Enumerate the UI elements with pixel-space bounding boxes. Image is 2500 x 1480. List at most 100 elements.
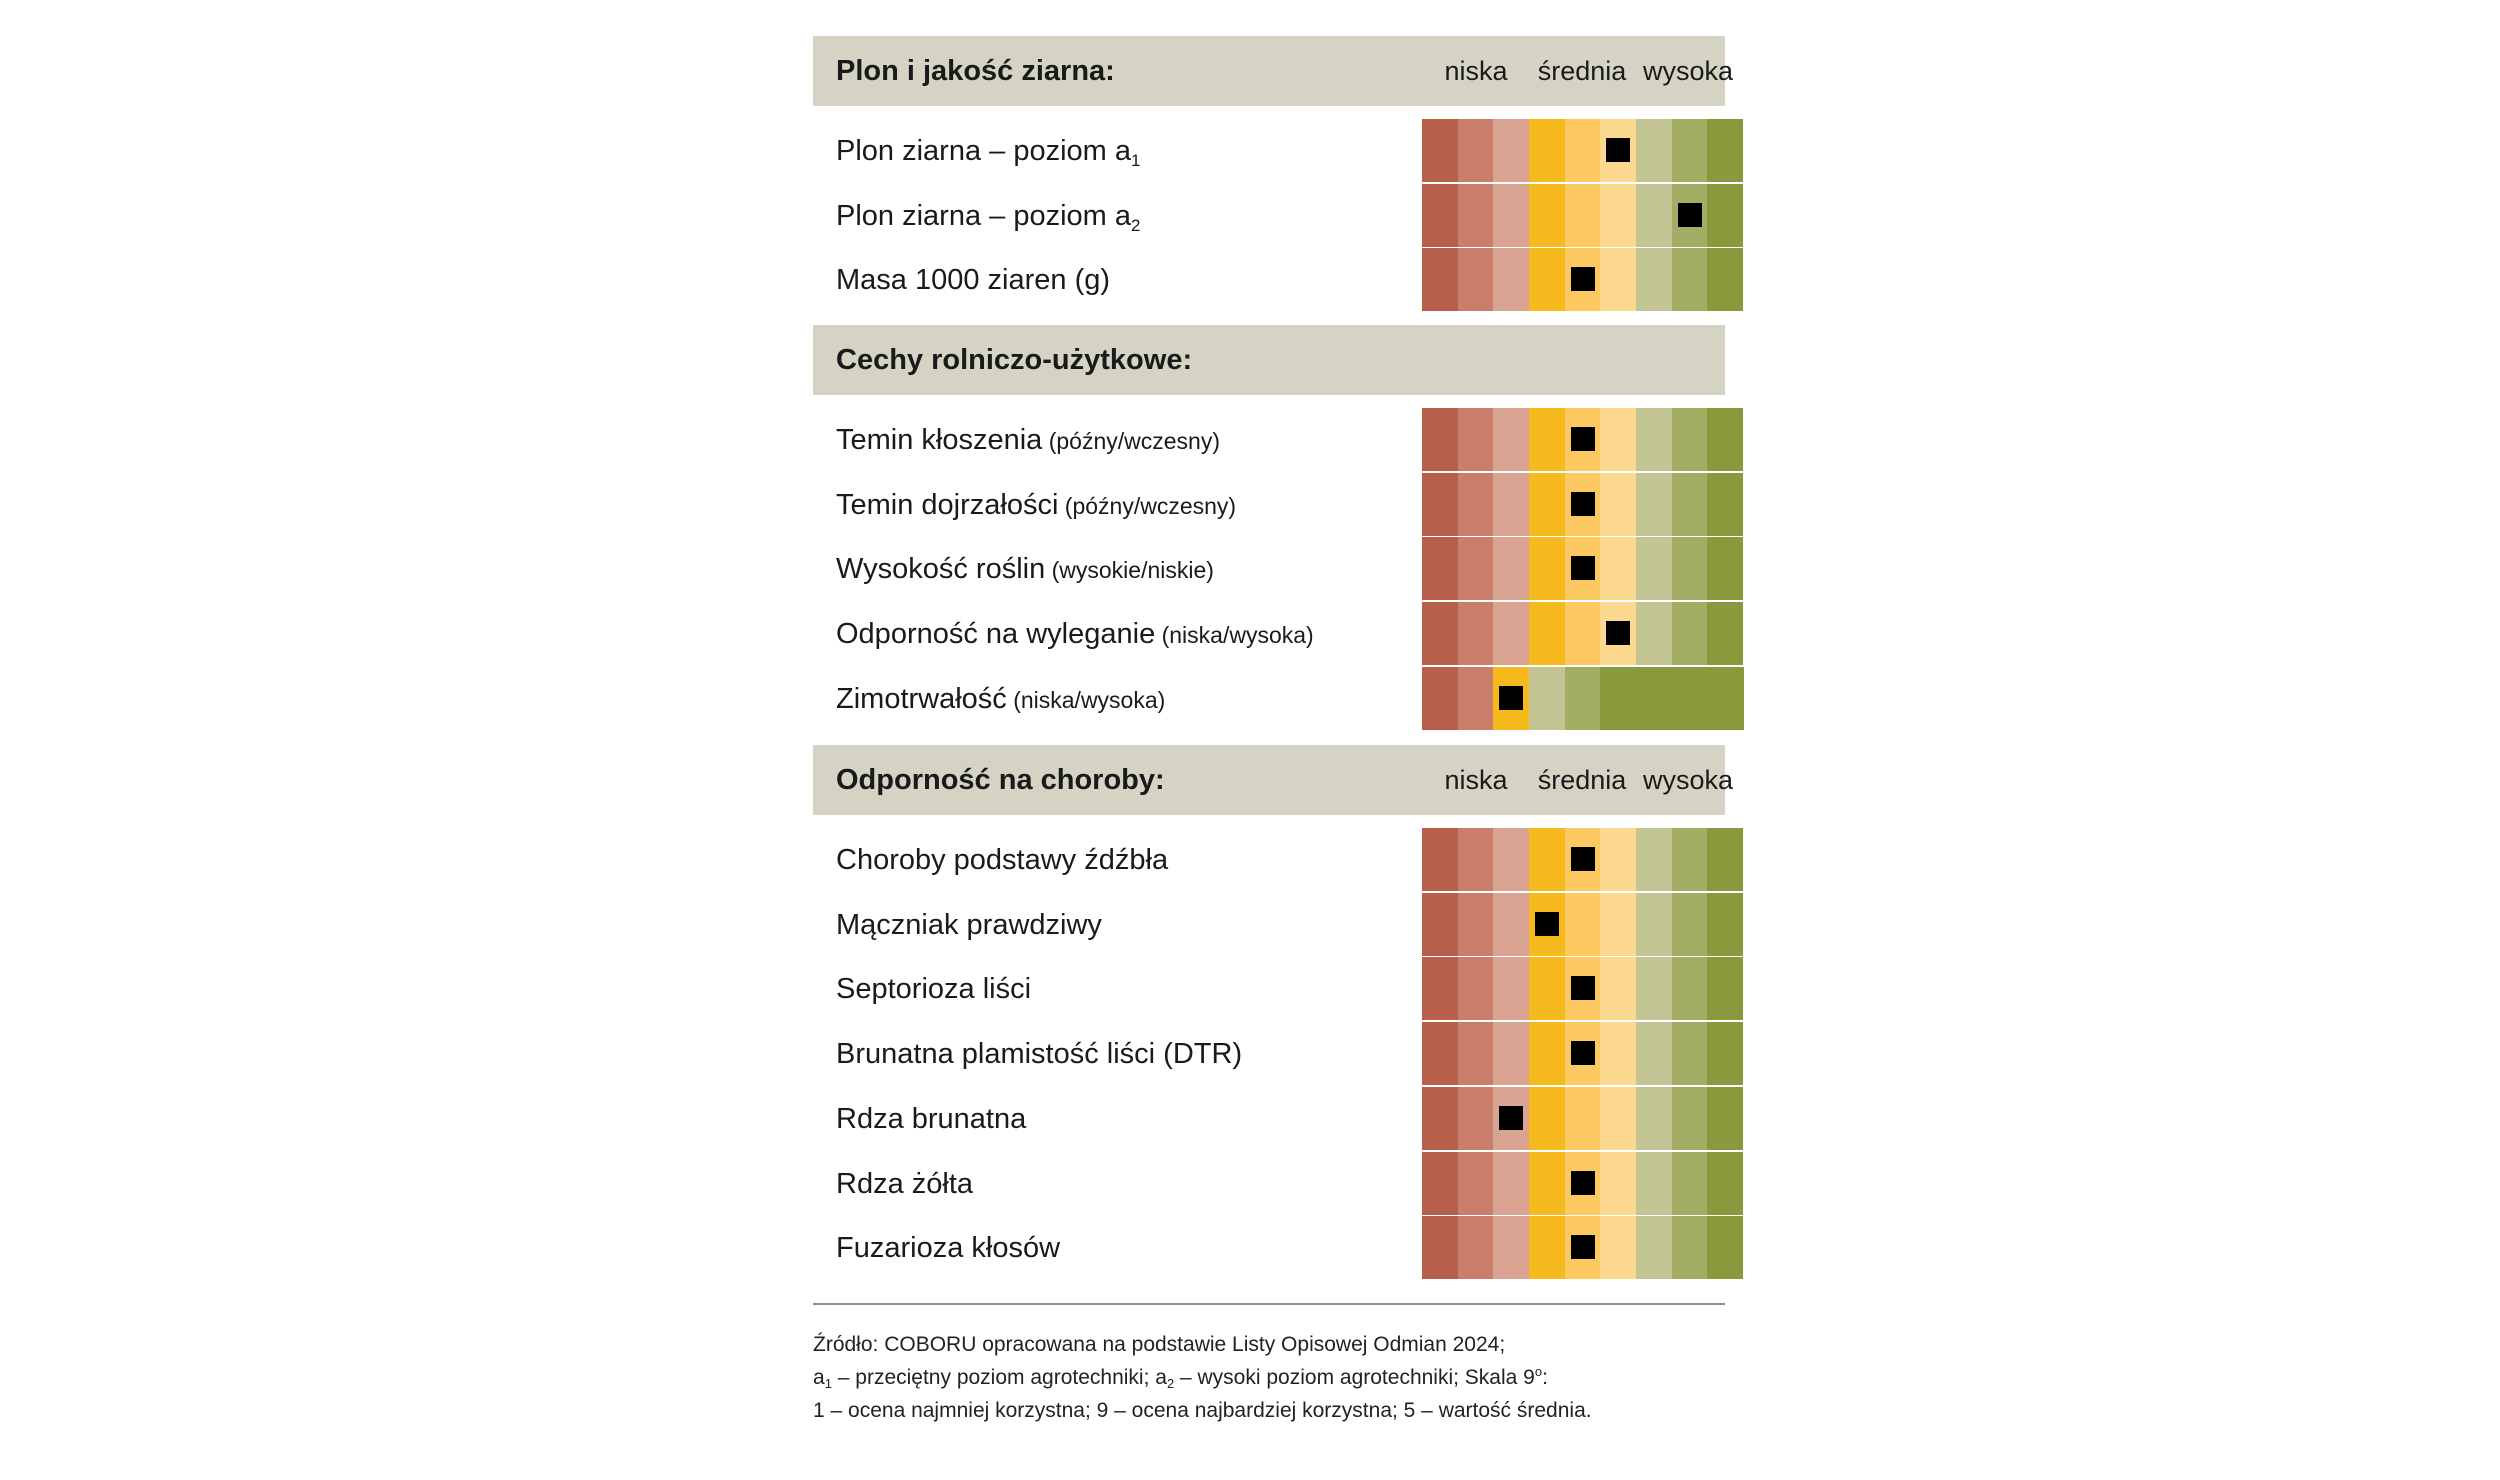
rating-cell (1707, 473, 1744, 536)
rating-cell (1422, 119, 1459, 182)
rating-marker (1571, 556, 1595, 580)
row-label: Plon ziarna – poziom a1 (836, 119, 1140, 183)
rating-cell (1707, 119, 1744, 182)
rating-cell (1493, 828, 1530, 891)
rating-marker (1571, 1041, 1595, 1065)
row-note: (wysokie/niskie) (1045, 557, 1214, 583)
rating-cell (1457, 184, 1494, 247)
scale-label-high: wysoka (1642, 56, 1734, 86)
row-note: (niska/wysoka) (1155, 622, 1314, 648)
rating-cell (1457, 1152, 1494, 1215)
row-subscript: 1 (1131, 151, 1141, 170)
rating-cell (1671, 248, 1708, 311)
footer-line-2: a1 – przeciętny poziom agrotechniki; a2 … (813, 1364, 1548, 1391)
scale-label-high: wysoka (1642, 765, 1734, 795)
rating-marker (1571, 267, 1595, 291)
row-name: Plon ziarna – poziom a (836, 135, 1131, 167)
rating-cell (1600, 184, 1637, 247)
rating-cell (1493, 893, 1530, 956)
scale-label-low: niska (1444, 56, 1508, 86)
rating-cell (1457, 828, 1494, 891)
rating-marker (1571, 976, 1595, 1000)
rating-cell (1422, 1022, 1459, 1085)
rating-cell (1600, 828, 1637, 891)
rating-cell (1636, 184, 1673, 247)
footer-divider (813, 1303, 1725, 1305)
rating-cell (1529, 184, 1566, 247)
rating-cell (1493, 1152, 1530, 1215)
row-name: Choroby podstawy źdźbła (836, 844, 1169, 876)
rating-cell (1707, 893, 1744, 956)
rating-cell (1422, 1216, 1459, 1279)
rating-cell (1671, 1087, 1708, 1150)
rating-cell (1529, 957, 1566, 1020)
row-name: Wysokość roślin (836, 553, 1046, 585)
rating-cell (1493, 1216, 1530, 1279)
rating-cell (1707, 602, 1744, 665)
footer-line-3: 1 – ocena najmniej korzystna; 9 – ocena … (813, 1399, 1592, 1422)
section-header (813, 325, 1725, 395)
rating-cell (1707, 1087, 1744, 1150)
rating-marker (1499, 686, 1523, 710)
rating-cell (1422, 1152, 1459, 1215)
scale-label-mid: średnia (1537, 765, 1627, 795)
row-name: Septorioza liści (836, 973, 1032, 1005)
rating-cell (1457, 248, 1494, 311)
rating-cell (1600, 1152, 1637, 1215)
rating-cell (1529, 602, 1566, 665)
rating-cell (1707, 408, 1744, 471)
rating-cell (1457, 1087, 1494, 1150)
rating-cell (1671, 537, 1708, 600)
rating-cell (1493, 473, 1530, 536)
row-label: Rdza żółta (836, 1152, 973, 1216)
footer-note: Źródło: COBORU opracowana na podstawie L… (813, 1331, 1592, 1424)
rating-cell (1493, 408, 1530, 471)
rating-cell (1493, 248, 1530, 311)
rating-cell (1529, 1216, 1566, 1279)
row-label: Brunatna plamistość liści (DTR) (836, 1022, 1242, 1086)
rating-cell (1422, 184, 1459, 247)
rating-cell (1422, 1087, 1459, 1150)
scale-label-low: niska (1444, 765, 1508, 795)
rating-cell (1636, 473, 1673, 536)
rating-cell (1529, 667, 1566, 730)
footer-line-1: Źródło: COBORU opracowana na podstawie L… (813, 1333, 1506, 1356)
rating-cell (1564, 893, 1601, 956)
section-title: Cechy rolniczo-użytkowe: (836, 344, 1193, 376)
row-label: Septorioza liści (836, 957, 1031, 1021)
rating-cell (1707, 828, 1744, 891)
rating-cell (1636, 828, 1673, 891)
section-title: Plon i jakość ziarna: (836, 55, 1115, 87)
rating-cell (1493, 537, 1530, 600)
rating-marker (1535, 912, 1559, 936)
rating-cell (1707, 1022, 1744, 1085)
row-label: Zimotrwałość (niska/wysoka) (836, 667, 1165, 731)
rating-marker (1606, 621, 1630, 645)
section-header (813, 36, 1725, 106)
rating-cell (1636, 1152, 1673, 1215)
section-title: Odporność na choroby: (836, 764, 1165, 796)
rating-cell (1636, 602, 1673, 665)
row-label: Plon ziarna – poziom a2 (836, 184, 1140, 248)
rating-cell (1422, 248, 1459, 311)
rating-cell (1529, 537, 1566, 600)
rating-cell (1671, 473, 1708, 536)
row-name: Brunatna plamistość liści (DTR) (836, 1038, 1243, 1070)
rating-cell (1600, 248, 1637, 311)
row-subscript: 2 (1131, 216, 1141, 235)
rating-cell (1422, 828, 1459, 891)
row-name: Rdza brunatna (836, 1103, 1027, 1135)
rating-cell (1564, 1087, 1601, 1150)
rating-cell (1422, 408, 1459, 471)
row-name: Fuzarioza kłosów (836, 1232, 1061, 1264)
rating-marker (1571, 1235, 1595, 1259)
rating-cell (1422, 667, 1459, 730)
rating-cell (1529, 248, 1566, 311)
rating-cell (1493, 957, 1530, 1020)
rating-cell (1422, 957, 1459, 1020)
rating-cell (1422, 602, 1459, 665)
rating-cell (1707, 537, 1744, 600)
row-name: Rdza żółta (836, 1168, 974, 1200)
section-header (813, 745, 1725, 815)
rating-cell (1493, 1022, 1530, 1085)
